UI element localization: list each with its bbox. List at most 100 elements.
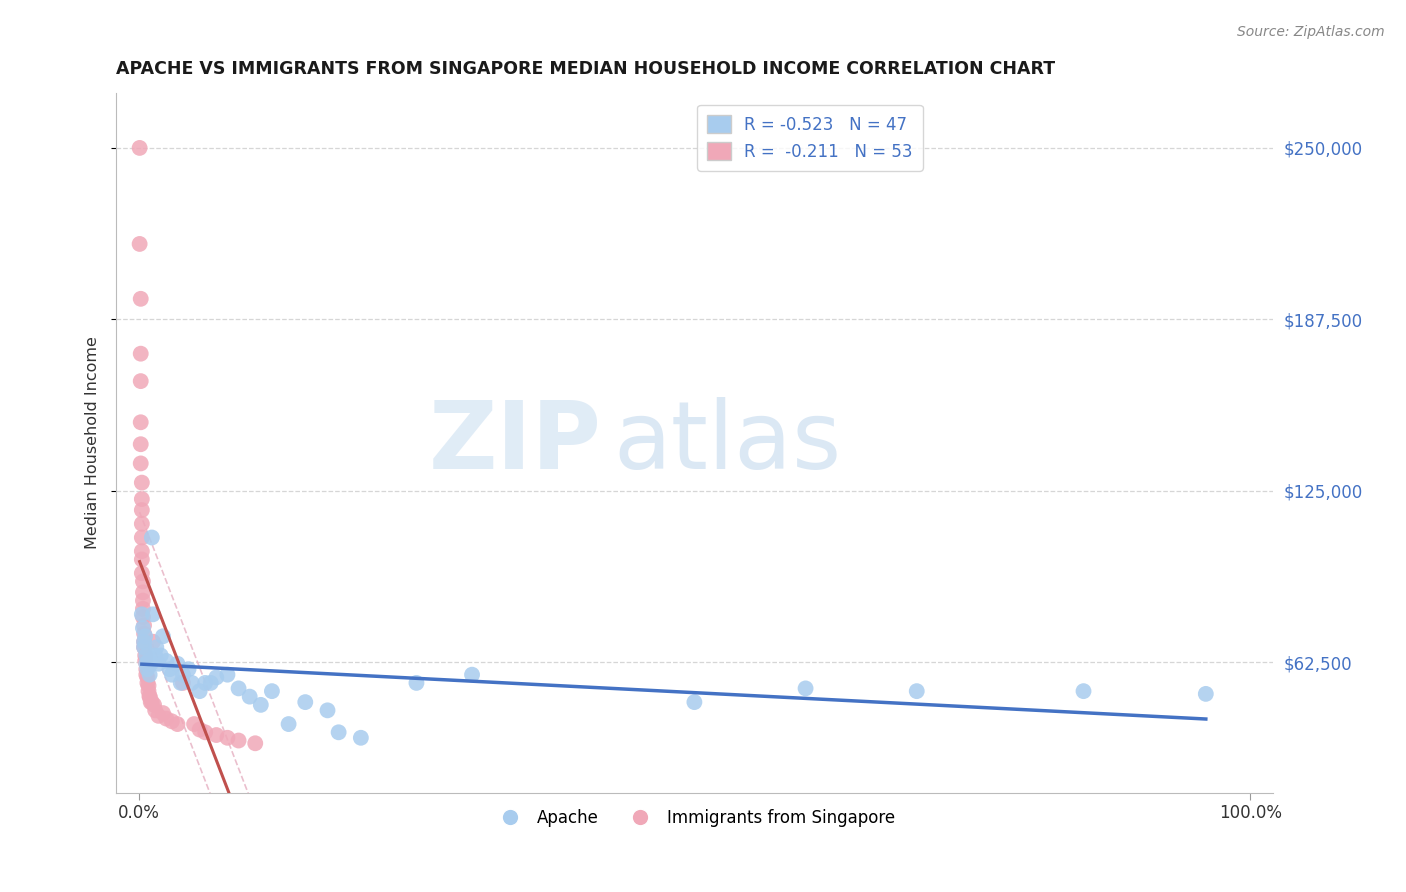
Point <box>129 292 152 306</box>
Text: atlas: atlas <box>613 397 842 489</box>
Point <box>180 676 202 690</box>
Point <box>135 648 157 663</box>
Point <box>152 629 174 643</box>
Point <box>128 141 150 155</box>
Point <box>135 662 157 676</box>
Point <box>188 723 211 737</box>
Point <box>132 640 155 655</box>
Point <box>136 670 159 684</box>
Point <box>131 566 153 581</box>
Point <box>132 574 155 589</box>
Point <box>136 676 159 690</box>
Point <box>217 731 239 745</box>
Point <box>260 684 283 698</box>
Point <box>794 681 817 696</box>
Point <box>131 544 153 558</box>
Y-axis label: Median Household Income: Median Household Income <box>86 336 100 549</box>
Point <box>129 437 152 451</box>
Point <box>166 717 188 731</box>
Point <box>172 676 194 690</box>
Point <box>160 714 183 729</box>
Point <box>143 698 166 712</box>
Point <box>138 690 160 704</box>
Point <box>129 374 152 388</box>
Point <box>131 516 153 531</box>
Legend: Apache, Immigrants from Singapore: Apache, Immigrants from Singapore <box>486 802 901 833</box>
Point <box>131 475 153 490</box>
Point <box>138 679 160 693</box>
Point <box>228 733 250 747</box>
Point <box>152 706 174 720</box>
Point <box>135 667 157 681</box>
Point <box>129 347 152 361</box>
Point <box>148 709 170 723</box>
Point <box>143 703 166 717</box>
Point <box>132 618 155 632</box>
Point <box>138 690 160 704</box>
Point <box>170 676 193 690</box>
Point <box>1073 684 1095 698</box>
Point <box>131 503 153 517</box>
Point <box>132 626 155 640</box>
Point <box>328 725 350 739</box>
Point <box>155 712 177 726</box>
Point <box>138 667 160 681</box>
Point <box>134 654 156 668</box>
Text: APACHE VS IMMIGRANTS FROM SINGAPORE MEDIAN HOUSEHOLD INCOME CORRELATION CHART: APACHE VS IMMIGRANTS FROM SINGAPORE MEDI… <box>117 60 1056 78</box>
Point <box>350 731 373 745</box>
Point <box>194 725 217 739</box>
Point <box>172 667 194 681</box>
Point <box>239 690 262 704</box>
Point <box>155 654 177 668</box>
Point <box>405 676 427 690</box>
Point <box>200 676 222 690</box>
Point <box>132 585 155 599</box>
Point <box>205 728 228 742</box>
Point <box>177 662 200 676</box>
Point <box>129 415 152 429</box>
Point <box>134 648 156 663</box>
Point <box>149 648 172 663</box>
Point <box>249 698 271 712</box>
Point <box>160 667 183 681</box>
Point <box>145 640 167 655</box>
Text: Source: ZipAtlas.com: Source: ZipAtlas.com <box>1237 25 1385 39</box>
Point <box>143 648 166 663</box>
Point <box>316 703 339 717</box>
Point <box>159 662 181 676</box>
Point <box>132 602 155 616</box>
Point <box>138 684 160 698</box>
Point <box>294 695 316 709</box>
Point <box>183 717 205 731</box>
Point <box>139 695 162 709</box>
Point <box>905 684 928 698</box>
Point <box>131 531 153 545</box>
Point <box>132 634 155 648</box>
Point <box>277 717 299 731</box>
Point <box>461 667 484 681</box>
Point <box>142 634 165 648</box>
Point <box>132 610 155 624</box>
Point <box>141 531 163 545</box>
Point <box>132 621 155 635</box>
Point <box>132 634 155 648</box>
Text: ZIP: ZIP <box>429 397 602 489</box>
Point <box>245 736 267 750</box>
Point <box>132 593 155 607</box>
Point <box>138 654 160 668</box>
Point <box>141 695 163 709</box>
Point <box>139 657 162 671</box>
Point <box>205 670 228 684</box>
Point <box>131 492 153 507</box>
Point <box>134 629 156 643</box>
Point <box>131 552 153 566</box>
Point <box>128 236 150 251</box>
Point <box>194 676 217 690</box>
Point <box>188 684 211 698</box>
Point <box>1195 687 1218 701</box>
Point <box>142 607 165 622</box>
Point <box>228 681 250 696</box>
Point <box>683 695 706 709</box>
Point <box>217 667 239 681</box>
Point <box>136 662 159 676</box>
